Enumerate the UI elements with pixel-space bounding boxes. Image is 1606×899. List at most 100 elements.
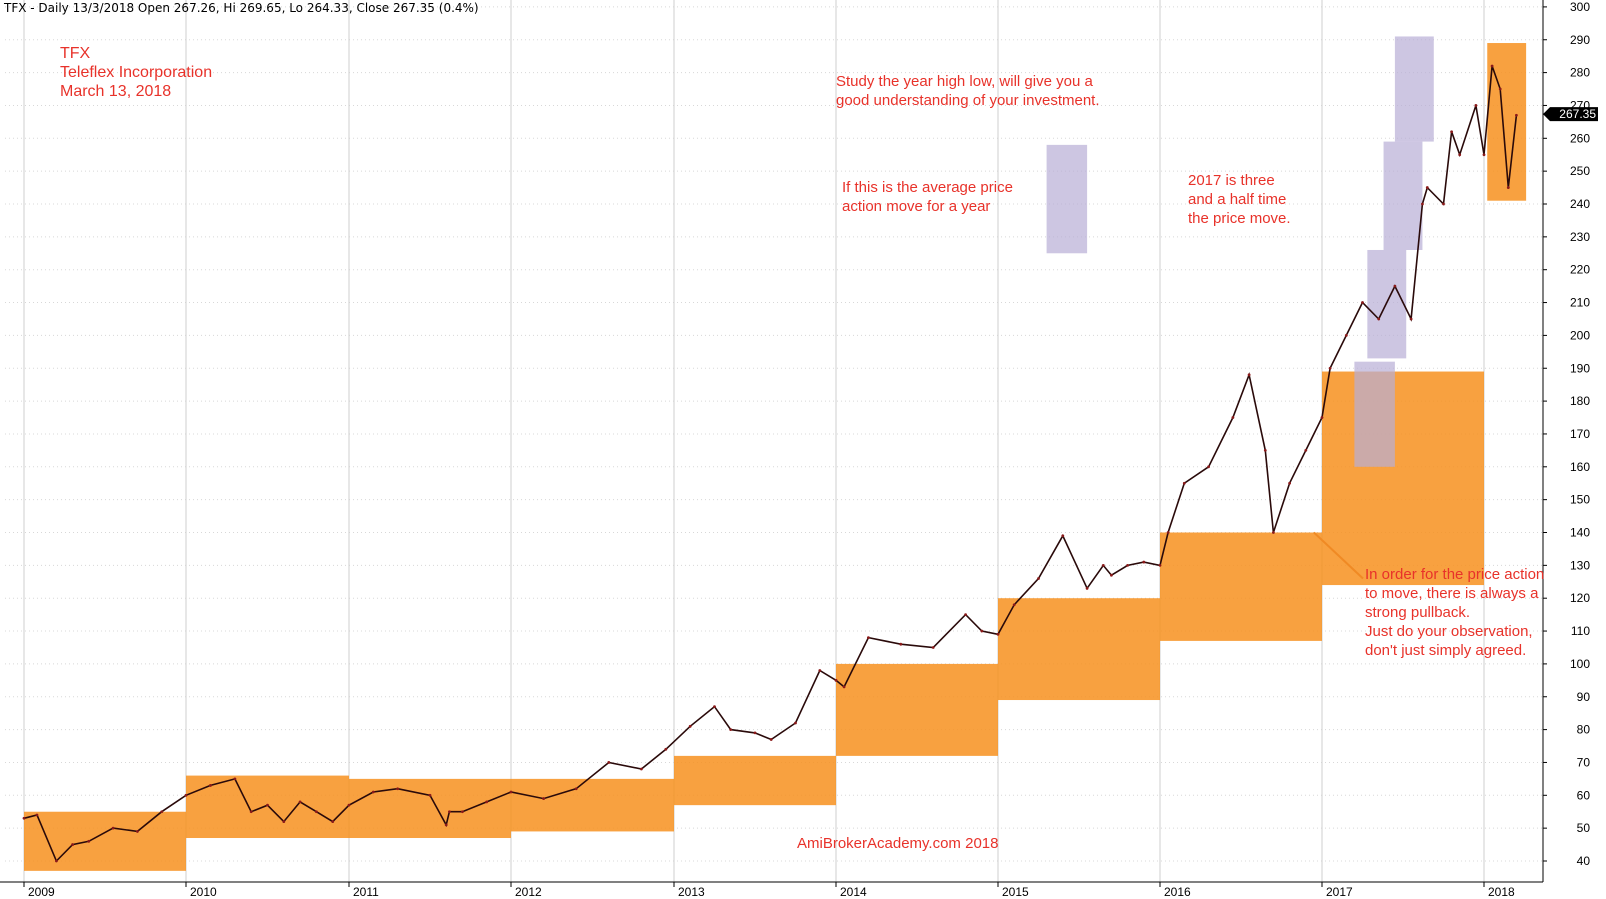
price-point: [688, 724, 692, 728]
y-tick-label: 250: [1570, 164, 1590, 178]
year-range-box: [1160, 532, 1322, 641]
price-point: [315, 810, 318, 814]
price-point: [1231, 416, 1235, 419]
price-point: [867, 636, 870, 640]
average-range-box: [1383, 141, 1423, 250]
year-range-box: [674, 755, 836, 806]
annotation-average: If this is the average price action move…: [842, 178, 1013, 216]
year-range-box: [1322, 371, 1484, 586]
price-point: [209, 784, 212, 787]
x-tick-label: 2013: [678, 885, 705, 899]
price-point: [1361, 301, 1364, 304]
price-point: [282, 820, 286, 823]
price-point: [1272, 531, 1275, 534]
price-point: [899, 642, 903, 646]
price-point: [964, 613, 967, 617]
y-tick-label: 80: [1577, 723, 1591, 737]
y-tick-label: 50: [1577, 821, 1591, 835]
price-point: [428, 793, 432, 797]
annotation-line: don't just simply agreed.: [1365, 642, 1527, 659]
price-point: [444, 823, 448, 827]
price-point: [331, 820, 335, 823]
x-tick-label: 2017: [1326, 885, 1353, 899]
price-point: [22, 816, 26, 820]
price-point: [1409, 317, 1413, 321]
annotation-line: and a half time: [1188, 191, 1287, 208]
price-point: [1450, 130, 1453, 134]
price-point: [485, 800, 489, 804]
price-point: [607, 761, 611, 764]
x-tick-label: 2014: [840, 885, 867, 899]
price-point: [461, 810, 464, 814]
company-name: Teleflex Incorporation: [60, 64, 213, 81]
price-point: [1207, 465, 1210, 469]
price-point: [1037, 577, 1040, 580]
y-tick-label: 60: [1577, 788, 1591, 802]
y-tick-label: 300: [1570, 0, 1590, 14]
watermark: AmiBrokerAcademy.com 2018: [797, 835, 999, 852]
price-point: [1474, 104, 1478, 107]
year-axis: 2009 2010 2011 2012 2013 2014 2015 2016 2017 2018: [0, 881, 1543, 899]
price-point: [1085, 586, 1089, 590]
price-point: [1110, 573, 1113, 577]
price-point: [111, 826, 115, 830]
price-point: [136, 830, 139, 833]
price-point: [233, 777, 237, 781]
y-tick-label: 110: [1571, 624, 1590, 638]
price-series: [22, 64, 1518, 863]
price-point: [87, 839, 91, 843]
chart-date: March 13, 2018: [60, 83, 172, 100]
y-tick-label: 240: [1570, 197, 1590, 211]
annotation-line: to move, there is always a: [1365, 585, 1539, 602]
price-point: [1393, 284, 1397, 288]
price-point: [1288, 481, 1291, 485]
price-point: [347, 803, 351, 807]
y-tick-label: 170: [1570, 427, 1590, 441]
average-range-box: [1046, 144, 1088, 254]
price-point: [1498, 87, 1502, 91]
price-point: [71, 843, 74, 846]
price-axis: 40 50 60 70 80 90 100 110 120 130 140 150 160 170 180 1…: [1542, 0, 1598, 882]
price-point: [1344, 334, 1348, 337]
y-tick-label: 220: [1570, 263, 1590, 277]
price-point: [35, 813, 39, 817]
annotation-study: Study the year high low, will give you a…: [836, 72, 1100, 110]
price-point: [980, 629, 984, 633]
price-point: [769, 738, 773, 741]
y-tick-label: 90: [1577, 690, 1591, 704]
y-tick-label: 260: [1570, 131, 1590, 145]
y-tick-label: 40: [1577, 854, 1591, 868]
annotation-line: Study the year high low, will give you a: [836, 73, 1093, 90]
y-tick-label: 70: [1577, 755, 1591, 769]
price-point: [266, 803, 269, 807]
y-tick-label: 180: [1570, 394, 1590, 408]
chart-header: TFX - Daily 13/3/2018 Open 267.26, Hi 26…: [4, 1, 479, 15]
annotation-line: In order for the price action: [1365, 566, 1545, 583]
price-point: [184, 793, 188, 797]
y-tick-label: 120: [1570, 591, 1590, 605]
company-info: TFX Teleflex Incorporation March 13, 201…: [60, 44, 212, 101]
x-tick-label: 2009: [28, 885, 55, 899]
last-price-tag: [1543, 107, 1598, 122]
price-point: [1126, 563, 1129, 567]
x-tick-label: 2010: [190, 885, 217, 899]
price-point: [931, 646, 935, 649]
price-point: [1012, 603, 1016, 607]
price-point: [1515, 113, 1518, 117]
annotation-line: Just do your observation,: [1365, 623, 1533, 640]
annotation-line: the price move.: [1188, 210, 1291, 227]
year-range-box: [836, 663, 998, 756]
price-point: [1458, 153, 1462, 157]
price-point: [1263, 448, 1267, 452]
chart-grid: [5, 0, 1543, 882]
price-point: [55, 859, 58, 863]
price-point: [249, 810, 253, 814]
y-tick-label: 140: [1570, 526, 1590, 540]
annotation-line: action move for a year: [842, 198, 991, 215]
price-point: [1421, 202, 1424, 206]
price-point: [1101, 563, 1105, 567]
annotation-line: strong pullback.: [1365, 604, 1471, 621]
price-point: [713, 705, 716, 709]
y-tick-label: 100: [1570, 657, 1590, 671]
